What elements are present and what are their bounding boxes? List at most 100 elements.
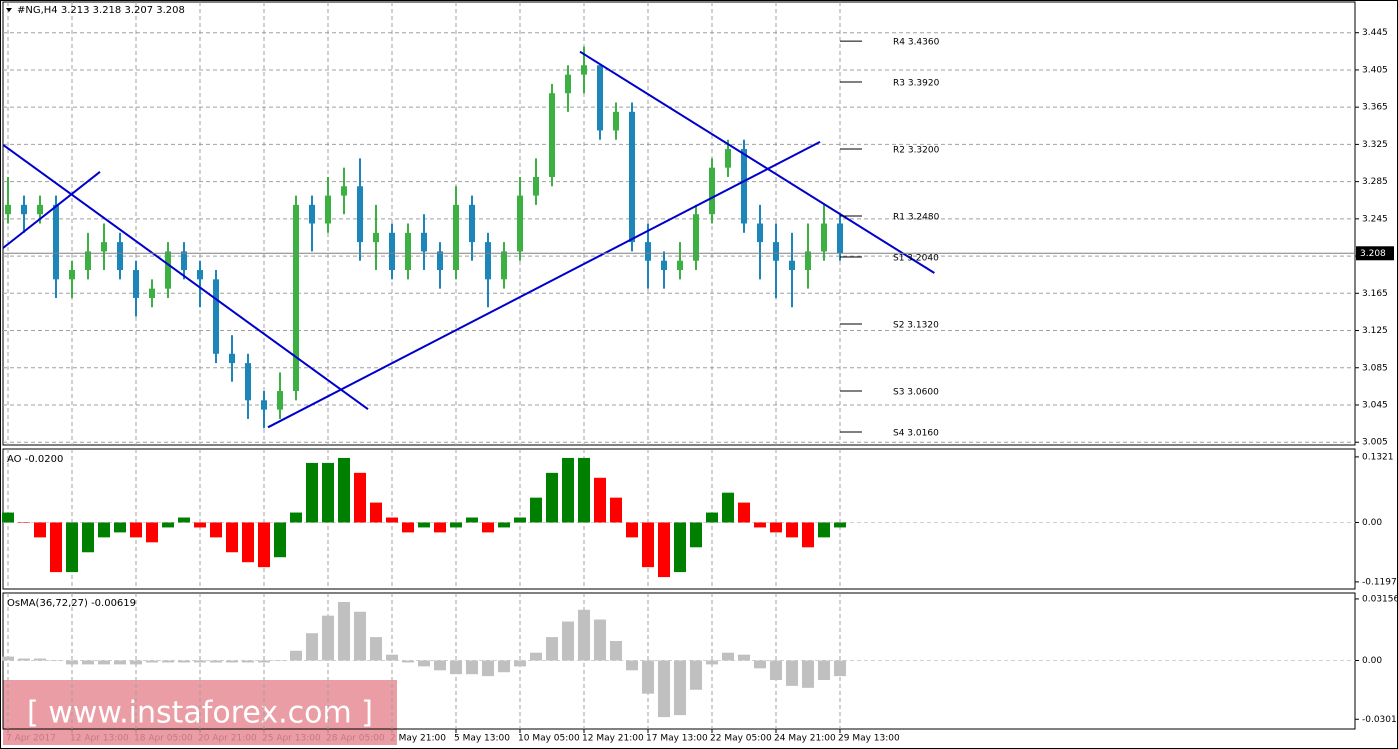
bar: [770, 660, 782, 681]
candle-body: [421, 232, 427, 252]
candle-body: [277, 391, 283, 410]
candle-body: [501, 251, 507, 280]
bar: [2, 512, 14, 523]
bar: [338, 457, 350, 523]
bar: [146, 660, 158, 663]
bar: [530, 652, 542, 661]
bar: [274, 522, 286, 558]
bar: [802, 660, 814, 688]
y-tick-label: 0.00: [1362, 656, 1382, 666]
y-tick-label: 3.125: [1362, 326, 1388, 336]
bar: [818, 660, 830, 681]
bar: [274, 660, 286, 662]
bar: [2, 656, 14, 661]
y-tick-label: 3.285: [1362, 177, 1388, 187]
y-tick-label: 3.005: [1362, 438, 1388, 448]
y-tick-label: 0.03156: [1362, 594, 1398, 604]
candle-body: [325, 195, 331, 224]
candle-body: [533, 176, 539, 196]
bar: [194, 660, 206, 663]
bar: [18, 522, 30, 523]
candle-body: [245, 363, 251, 401]
candle-body: [757, 223, 763, 243]
candle-body: [629, 111, 635, 243]
candle-body: [293, 204, 299, 392]
bar: [82, 522, 94, 553]
candle-body: [405, 232, 411, 271]
bar: [466, 517, 478, 523]
bar: [594, 619, 606, 661]
bar: [834, 522, 846, 528]
bar: [354, 611, 366, 661]
candle-body: [741, 149, 747, 224]
candle-body: [181, 251, 187, 271]
candle-body: [85, 251, 91, 271]
bar: [434, 522, 446, 533]
y-tick-label: 3.045: [1362, 400, 1388, 410]
bar: [754, 660, 766, 669]
bar: [258, 522, 270, 568]
candle-body: [309, 204, 315, 224]
candle-body: [213, 279, 219, 354]
panel-title: AO -0.0200: [7, 454, 63, 465]
bar: [386, 654, 398, 661]
bar: [162, 660, 174, 663]
y-tick-label: -0.03011: [1362, 715, 1398, 725]
bar: [658, 660, 670, 718]
bar: [834, 660, 846, 677]
bar: [434, 660, 446, 671]
candle-body: [341, 186, 347, 196]
x-tick-label: 29 May 13:00: [838, 734, 900, 744]
candle-body: [517, 195, 523, 252]
bar: [562, 457, 574, 523]
x-tick-label: 10 May 05:00: [518, 734, 580, 744]
last-price-box: [1356, 246, 1394, 261]
pivot-label: S3 3.0600: [893, 388, 939, 398]
candle-body: [261, 400, 267, 410]
bar: [546, 472, 558, 523]
bar: [626, 522, 638, 538]
bar: [98, 522, 110, 538]
bar: [786, 660, 798, 686]
bar: [706, 512, 718, 523]
candle-body: [469, 204, 475, 243]
pivot-label: S2 3.1320: [893, 321, 939, 331]
bar: [674, 660, 686, 716]
bar: [18, 658, 30, 661]
bar: [130, 660, 142, 665]
pivot-label: S1 3.2040: [893, 254, 939, 264]
bar: [322, 615, 334, 661]
candle-body: [389, 232, 395, 271]
menu-triangle: [6, 8, 12, 12]
y-tick-label: 3.405: [1362, 65, 1388, 75]
bar: [642, 522, 654, 568]
candle-body: [117, 242, 123, 271]
bar: [354, 472, 366, 523]
bar: [418, 522, 430, 528]
y-tick-label: 3.165: [1362, 289, 1388, 299]
candle-body: [229, 353, 235, 364]
bar: [130, 522, 142, 538]
bar: [706, 660, 718, 665]
bar: [178, 660, 190, 663]
x-tick-label: 5 May 13:00: [454, 734, 510, 744]
candle-body: [165, 251, 171, 289]
y-tick-label: 0.1321: [1362, 452, 1394, 462]
bar: [386, 517, 398, 523]
candle-body: [373, 232, 379, 243]
candle-body: [565, 74, 571, 94]
bar: [498, 660, 510, 673]
bar: [370, 502, 382, 523]
bar: [690, 522, 702, 548]
candle-body: [549, 93, 555, 177]
x-tick-label: 17 May 13:00: [646, 734, 708, 744]
panel-title: OsMA(36,72,27) -0.00619: [7, 598, 136, 609]
bar: [50, 522, 62, 573]
candle-body: [837, 223, 843, 254]
bar: [594, 477, 606, 523]
bar: [738, 502, 750, 523]
x-tick-label: 12 May 21:00: [582, 734, 644, 744]
bar: [306, 462, 318, 523]
candle-body: [197, 270, 203, 280]
bar: [466, 660, 478, 675]
